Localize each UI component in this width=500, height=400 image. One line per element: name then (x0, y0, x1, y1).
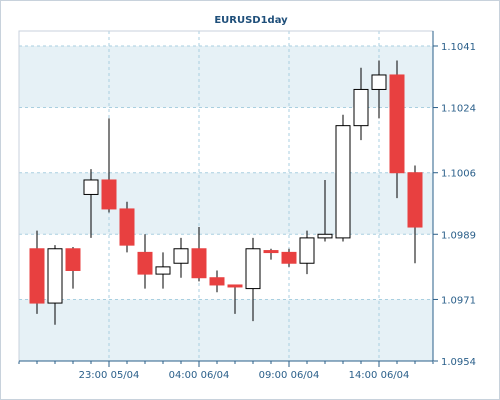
candle-body-bull (299, 237, 315, 264)
candle (155, 252, 171, 289)
candle-body-bear (407, 172, 423, 228)
candle-body-bear (29, 248, 45, 304)
candle-body-bear (191, 248, 207, 279)
x-tick-label: 09:00 06/04 (259, 370, 320, 381)
x-tick-label: 04:00 06/04 (169, 370, 230, 381)
y-tick-label: 1.1024 (441, 104, 476, 115)
candle (29, 230, 45, 314)
candle (209, 270, 225, 293)
candle-body-bear (101, 179, 117, 210)
candle (263, 248, 279, 260)
candle-body-bear (137, 251, 153, 275)
candle (281, 248, 297, 267)
axes (18, 30, 438, 367)
candle (299, 230, 315, 275)
chart-title: EURUSD1day (214, 15, 288, 26)
candle-body-bull (317, 233, 333, 239)
candle (245, 237, 261, 322)
y-tick-label: 1.0954 (441, 357, 476, 368)
candle-body-bull (245, 248, 261, 290)
y-tick-label: 1.0971 (441, 295, 476, 306)
x-tick-label: 14:00 06/04 (349, 370, 410, 381)
candle (227, 284, 243, 314)
candle (353, 67, 369, 141)
candle (47, 245, 63, 325)
candles (29, 60, 423, 325)
candle-body-bear (263, 250, 279, 254)
candle-body-bull (371, 74, 387, 90)
candle (371, 60, 387, 119)
candle-body-bull (83, 179, 99, 195)
candle-body-bear (65, 248, 81, 271)
grid-band (19, 172, 433, 235)
candle (65, 246, 81, 289)
background-bands (19, 46, 433, 361)
candle-body-bear (119, 208, 135, 246)
candle (83, 169, 99, 238)
candle (317, 179, 333, 242)
candle-body-bear (281, 251, 297, 264)
candle-body-bear (227, 284, 243, 288)
candle-body-bull (47, 248, 63, 304)
candle-body-bull (173, 248, 189, 264)
y-tick-label: 1.1006 (441, 169, 476, 180)
candle-body-bull (353, 88, 369, 127)
candle-body-bear (209, 277, 225, 286)
candle (137, 234, 153, 289)
candle-body-bull (155, 266, 171, 275)
candle-body-bull (335, 125, 351, 239)
y-tick-label: 1.0989 (441, 230, 476, 241)
candle (389, 60, 405, 199)
grid-band (19, 46, 433, 108)
candle (119, 201, 135, 253)
y-tick-label: 1.1041 (441, 42, 476, 53)
candle-body-bear (389, 74, 405, 174)
candle (335, 114, 351, 242)
candle (173, 237, 189, 278)
candle (101, 118, 117, 213)
x-tick-label: 23:00 05/04 (79, 370, 140, 381)
grid-band (19, 299, 433, 361)
candle (407, 165, 423, 264)
tick-labels: 1.1041 1.1024 1.1006 1.0989 1.0971 1.0954 23:0… (79, 42, 476, 381)
candle (191, 227, 207, 282)
